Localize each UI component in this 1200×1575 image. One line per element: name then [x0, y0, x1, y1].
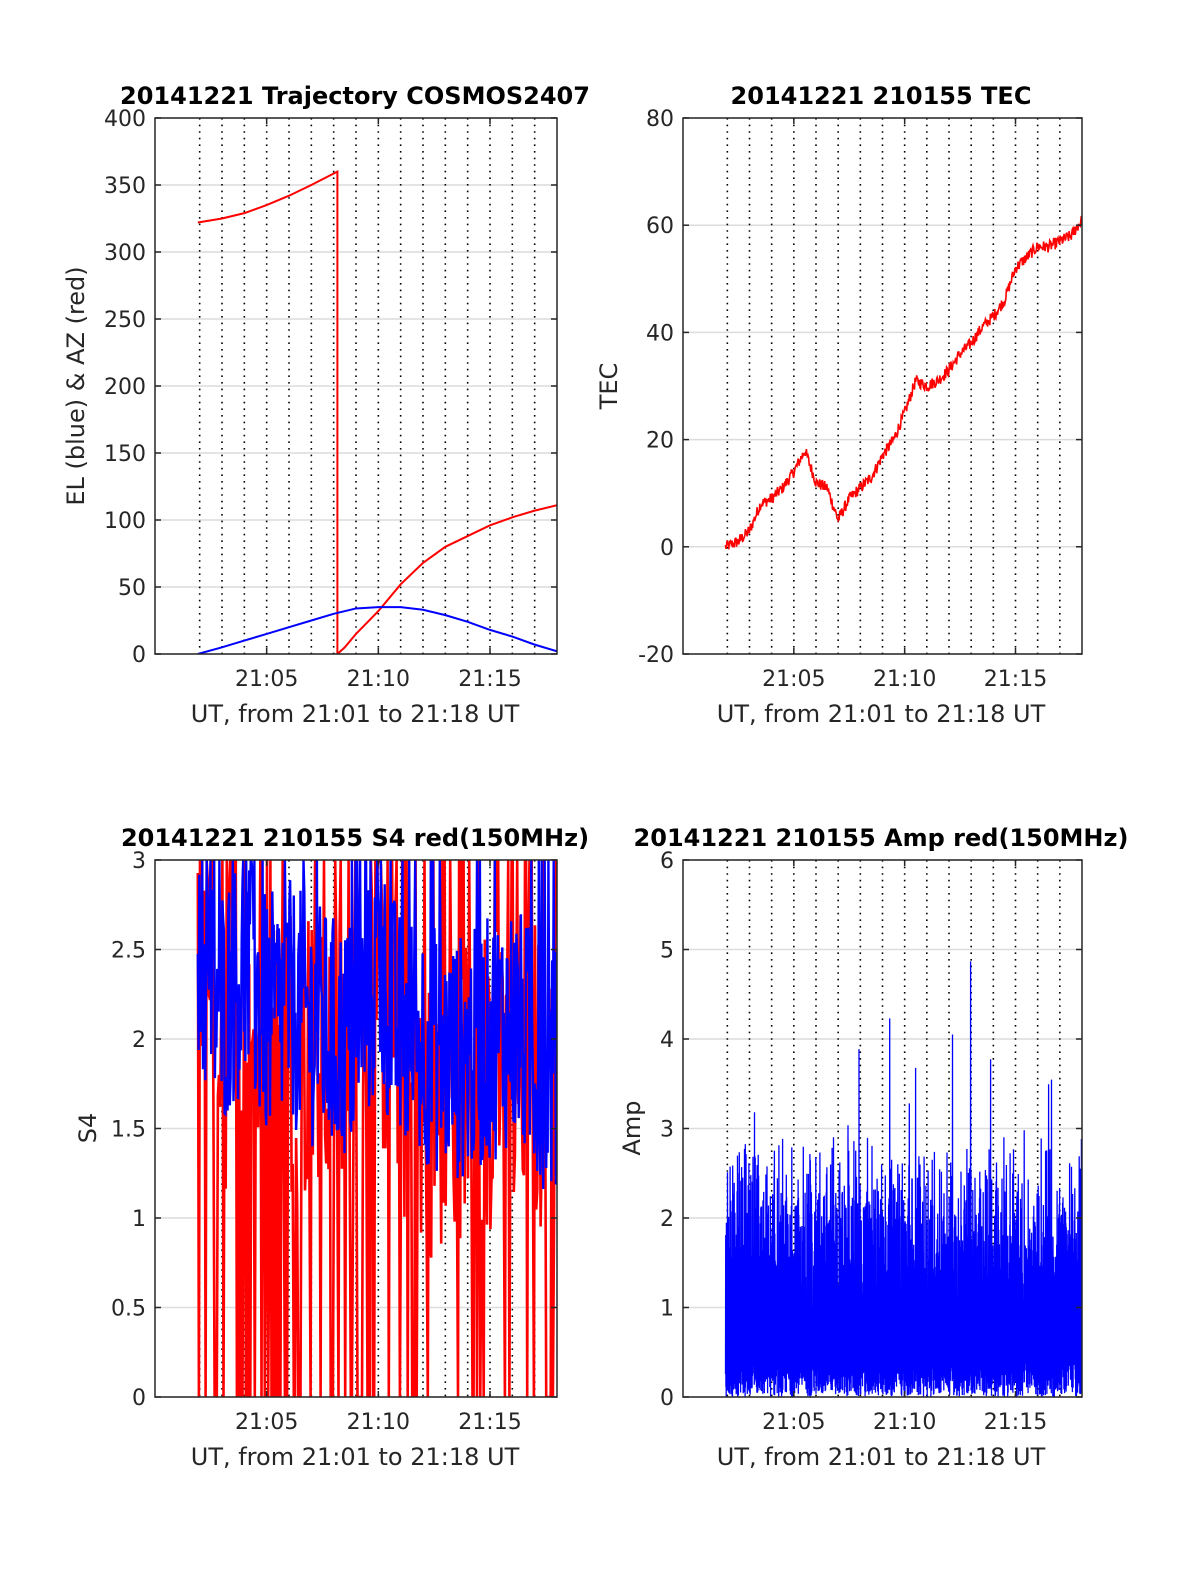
x-axis-label: UT, from 21:01 to 21:18 UT	[191, 1443, 520, 1471]
chart-title: 20141221 210155 TEC	[731, 82, 1032, 110]
x-tick-label: 21:05	[762, 1410, 825, 1435]
series-line-red	[196, 860, 557, 1397]
y-tick-label: 3	[132, 849, 146, 874]
x-tick-label: 21:15	[984, 667, 1047, 692]
x-axis-label: UT, from 21:01 to 21:18 UT	[717, 700, 1046, 728]
x-tick-label: 21:05	[762, 667, 825, 692]
y-tick-label: 0	[132, 643, 146, 668]
y-tick-label: 3	[660, 1118, 674, 1143]
series-group	[724, 961, 1082, 1397]
y-tick-label: 0.5	[111, 1297, 146, 1322]
y-axis-label: EL (blue) & AZ (red)	[62, 266, 90, 505]
x-tick-label: 21:10	[347, 667, 410, 692]
series-group	[197, 169, 557, 654]
chart-title: 20141221 Trajectory COSMOS2407	[120, 82, 590, 110]
x-tick-label: 21:05	[235, 1410, 298, 1435]
x-tick-label: 21:15	[458, 667, 521, 692]
x-tick-label: 21:15	[984, 1410, 1047, 1435]
y-tick-label: 6	[660, 849, 674, 874]
series-line-blue	[197, 606, 557, 654]
series-line-blue	[196, 860, 557, 1190]
chart-title: 20141221 210155 Amp red(150MHz)	[634, 824, 1129, 852]
x-tick-label: 21:10	[347, 1410, 410, 1435]
y-tick-label: 5	[660, 939, 674, 964]
panel-tec: 20141221 210155 TEC TEC UT, from 21:01 t…	[595, 82, 1083, 728]
y-tick-label: 2	[132, 1028, 146, 1053]
y-tick-label: 250	[104, 308, 146, 333]
y-tick-label: 350	[104, 174, 146, 199]
y-tick-label: 1	[660, 1297, 674, 1322]
y-tick-label: 2	[660, 1207, 674, 1232]
panel-amp: 20141221 210155 Amp red(150MHz) Amp UT, …	[618, 824, 1128, 1471]
y-tick-label: 60	[646, 214, 674, 239]
y-tick-label: 0	[660, 1386, 674, 1411]
x-axis-label: UT, from 21:01 to 21:18 UT	[717, 1443, 1046, 1471]
y-tick-label: 1	[132, 1207, 146, 1232]
x-tick-label: 21:05	[235, 667, 298, 692]
y-axis-label: Amp	[618, 1100, 646, 1155]
y-tick-label: 200	[104, 375, 146, 400]
y-tick-label: 0	[660, 536, 674, 561]
y-tick-label: 1.5	[111, 1118, 146, 1143]
series-line-red	[197, 169, 557, 654]
panel-s4: 20141221 210155 S4 red(150MHz) S4 UT, fr…	[74, 824, 589, 1471]
x-tick-label: 21:15	[458, 1410, 521, 1435]
y-tick-label: 4	[660, 1028, 674, 1053]
y-tick-label: 40	[646, 321, 674, 346]
y-tick-label: 20	[646, 429, 674, 454]
plot-frame	[682, 117, 1083, 655]
panel-trajectory: 20141221 Trajectory COSMOS2407 EL (blue)…	[62, 82, 590, 728]
y-tick-label: 100	[104, 509, 146, 534]
y-tick-label: 50	[118, 576, 146, 601]
y-tick-label: 0	[132, 1386, 146, 1411]
y-tick-label: 400	[104, 107, 146, 132]
y-tick-label: 150	[104, 442, 146, 467]
y-tick-label: 2.5	[111, 939, 146, 964]
x-axis-label: UT, from 21:01 to 21:18 UT	[191, 700, 520, 728]
y-tick-label: 80	[646, 107, 674, 132]
y-tick-label: -20	[638, 643, 674, 668]
x-tick-label: 21:10	[873, 667, 936, 692]
y-axis-label: TEC	[595, 363, 623, 411]
series-group	[196, 860, 557, 1397]
x-tick-label: 21:10	[873, 1410, 936, 1435]
y-axis-label: S4	[74, 1113, 102, 1144]
series-line-blue	[724, 961, 1082, 1397]
series-group	[724, 215, 1082, 550]
chart-title: 20141221 210155 S4 red(150MHz)	[121, 824, 589, 852]
y-tick-label: 300	[104, 241, 146, 266]
series-line-red	[724, 215, 1082, 550]
